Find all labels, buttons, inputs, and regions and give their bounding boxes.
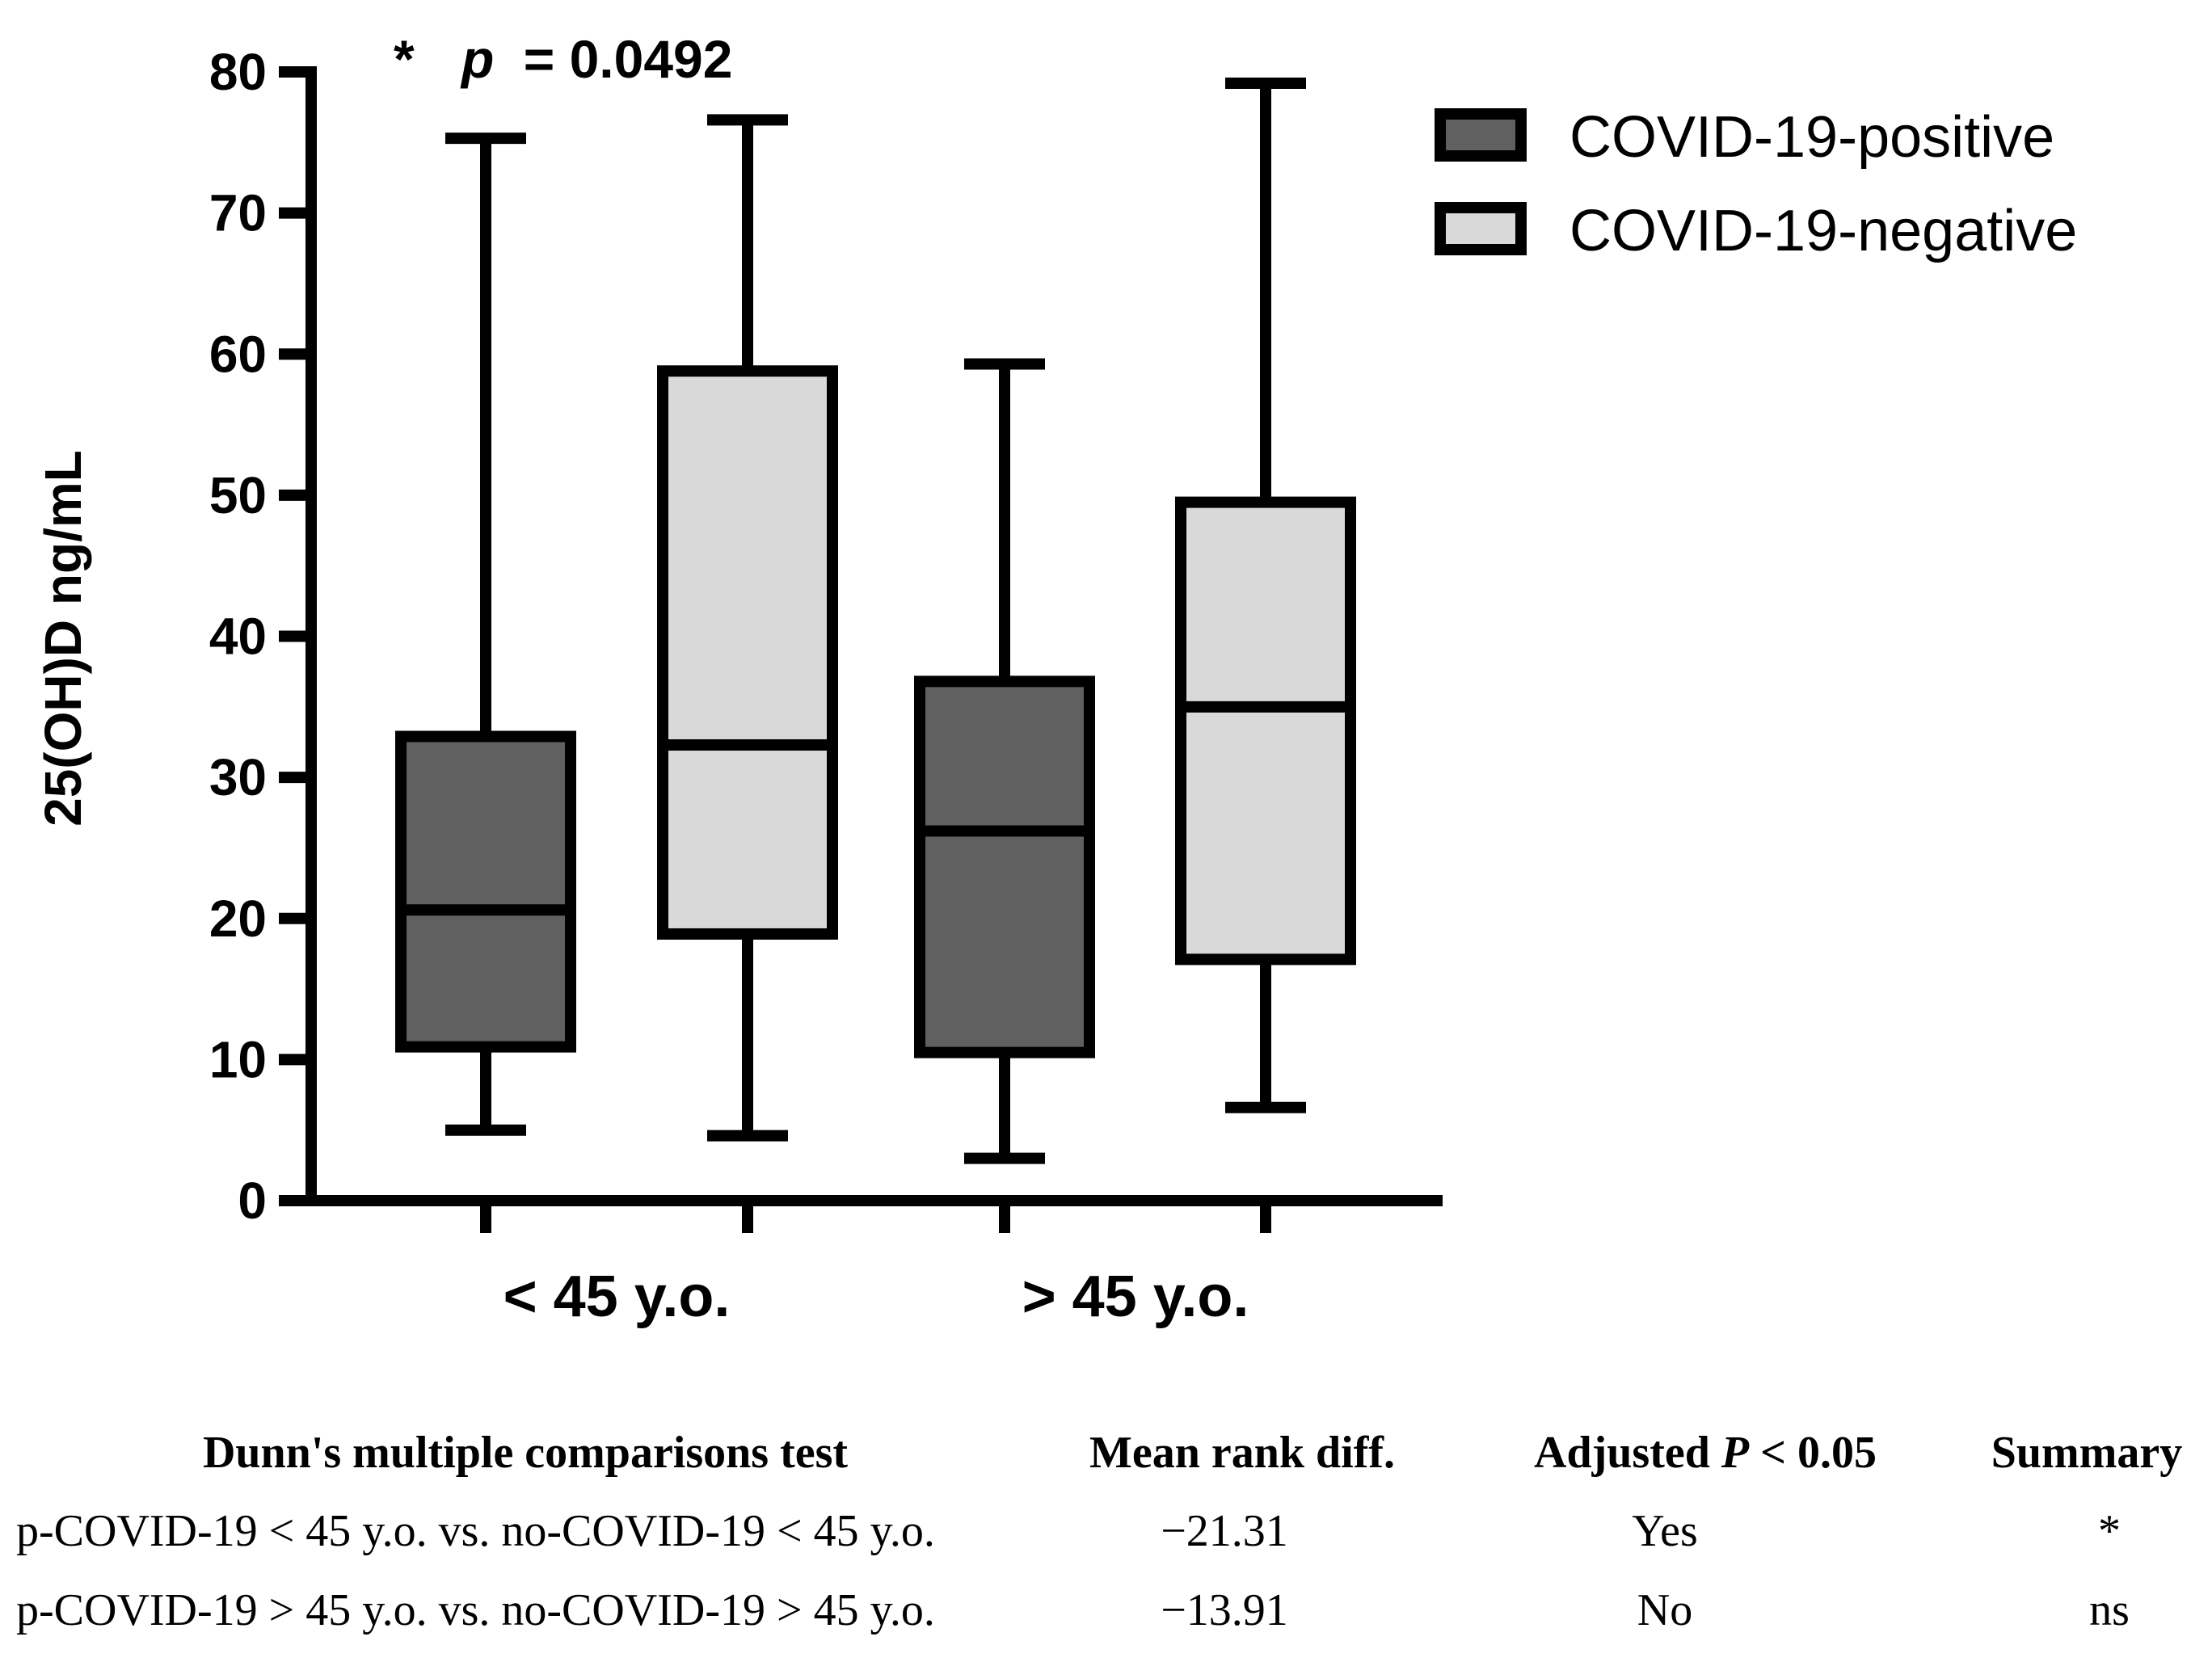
table-row-2-comparison: p-COVID-19 > 45 y.o. vs. no-COVID-19 > 4… bbox=[16, 1585, 935, 1635]
box-positive-1 bbox=[395, 133, 576, 1233]
x-category-label: > 45 y.o. bbox=[1022, 1264, 1249, 1329]
table-row-1-diff: −21.31 bbox=[1161, 1506, 1288, 1556]
legend-swatch-negative bbox=[1435, 202, 1527, 255]
table-row-2-adjusted: No bbox=[1637, 1585, 1692, 1635]
x-tick-labels: < 45 y.o. > 45 y.o. bbox=[503, 1264, 1249, 1329]
legend-label-negative: COVID-19-negative bbox=[1569, 199, 2077, 263]
table-row-1-summary: * bbox=[2098, 1506, 2121, 1556]
table-row-2-summary: ns bbox=[2089, 1585, 2130, 1635]
table-header-summary: Summary bbox=[1991, 1428, 2182, 1478]
y-tick-label: 40 bbox=[209, 608, 267, 666]
legend: COVID-19-positive COVID-19-negative bbox=[1435, 105, 2077, 263]
box-positive-2 bbox=[914, 358, 1095, 1233]
iqr-box bbox=[657, 365, 838, 940]
y-tick-label: 70 bbox=[209, 184, 267, 242]
p-value: = 0.0492 bbox=[524, 29, 733, 89]
iqr-box bbox=[914, 675, 1095, 1058]
table-row-1-adjusted: Yes bbox=[1632, 1506, 1697, 1556]
y-tick-label: 10 bbox=[209, 1030, 267, 1088]
x-category-label: < 45 y.o. bbox=[503, 1264, 731, 1329]
y-tick-label: 60 bbox=[209, 325, 267, 383]
y-axis-label: 25(OH)D ng/mL bbox=[34, 450, 92, 827]
box-negative-2 bbox=[1175, 77, 1356, 1233]
y-tick-label: 20 bbox=[209, 890, 267, 948]
legend-swatch-positive bbox=[1435, 108, 1527, 162]
y-tick-label: 30 bbox=[209, 748, 267, 806]
table-row-2-diff: −13.91 bbox=[1161, 1585, 1288, 1635]
iqr-box bbox=[1175, 496, 1356, 966]
boxes bbox=[395, 77, 1356, 1233]
p-label: p bbox=[460, 29, 494, 89]
y-tick-label: 50 bbox=[209, 466, 267, 524]
iqr-box bbox=[395, 730, 576, 1053]
table-row-1-comparison: p-COVID-19 < 45 y.o. vs. no-COVID-19 < 4… bbox=[16, 1506, 935, 1556]
legend-label-positive: COVID-19-positive bbox=[1569, 105, 2054, 170]
table-header-test: Dunn's multiple comparisons test bbox=[203, 1428, 848, 1478]
significance-annotation: * p = 0.0492 bbox=[394, 29, 732, 89]
significance-star: * bbox=[394, 29, 415, 89]
table-header-diff: Mean rank diff. bbox=[1089, 1428, 1395, 1478]
dunn-test-table: Dunn's multiple comparisons test Mean ra… bbox=[16, 1428, 2182, 1635]
box-negative-1 bbox=[657, 114, 838, 1233]
y-tick-label: 0 bbox=[238, 1172, 267, 1230]
y-tick-label: 80 bbox=[209, 43, 267, 101]
table-header-adjusted: Adjusted P < 0.05 bbox=[1534, 1428, 1877, 1478]
y-ticks: 0 10 20 30 40 50 60 70 80 bbox=[209, 43, 311, 1230]
